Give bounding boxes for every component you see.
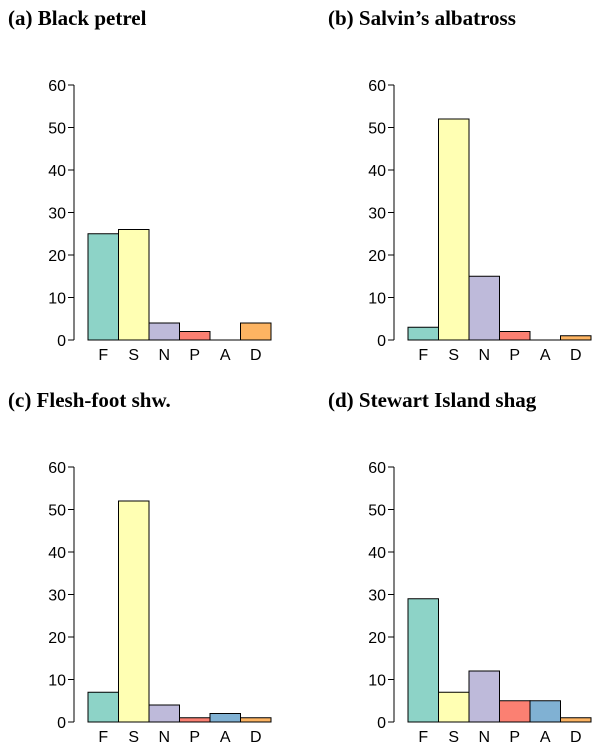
bar-p	[179, 717, 211, 723]
y-tick-label: 20	[48, 248, 66, 265]
bar-chart: 0 10 20 30 40 50 60 F S N P A D	[368, 460, 592, 746]
x-tick-label: S	[128, 347, 139, 364]
panel-a: (a) Black petrel 0 10 20 30 40 50 60 F S N P A D	[0, 0, 290, 370]
panel-c: (c) Flesh-foot shw. 0 10 20 30 40 50 60 F S N P A D	[0, 382, 290, 752]
y-tick-label: 40	[48, 545, 66, 562]
chart-title: (d) Stewart Island shag	[328, 388, 537, 412]
bar-n	[468, 670, 500, 723]
panel-d: (d) Stewart Island shag 0 10 20 30 40 50 60 F S N…	[320, 382, 596, 752]
y-tick-label: 30	[368, 588, 386, 605]
bar-n	[148, 704, 180, 723]
y-tick-label: 40	[48, 163, 66, 180]
x-tick-label: S	[448, 347, 459, 364]
y-tick-label: 60	[368, 78, 386, 95]
x-tick-label: S	[448, 729, 459, 746]
x-tick-label: D	[250, 347, 262, 364]
bar-d	[240, 322, 272, 341]
bar-d	[560, 717, 592, 723]
bar-chart: 0 10 20 30 40 50 60 F S N P A D	[48, 460, 272, 746]
bar-f	[407, 326, 439, 341]
x-tick-label: F	[418, 347, 428, 364]
y-tick-label: 30	[368, 206, 386, 223]
bar-s	[438, 691, 470, 723]
x-tick-label: N	[478, 347, 490, 364]
y-tick-label: 20	[368, 248, 386, 265]
bar-f	[87, 691, 119, 723]
bar-n	[148, 322, 180, 341]
y-tick-label: 0	[57, 333, 66, 350]
x-tick-label: A	[540, 347, 551, 364]
y-tick-label: 30	[48, 588, 66, 605]
bar-a	[529, 700, 561, 723]
x-tick-label: D	[570, 347, 582, 364]
y-tick-label: 40	[368, 163, 386, 180]
x-tick-label: A	[540, 729, 551, 746]
x-tick-label: A	[220, 347, 231, 364]
x-tick-label: S	[128, 729, 139, 746]
y-tick-label: 50	[48, 121, 66, 138]
y-tick-label: 60	[368, 460, 386, 477]
y-tick-label: 10	[48, 291, 66, 308]
bar-chart: 0 10 20 30 40 50 60 F S N P A D	[368, 78, 592, 364]
x-tick-label: N	[158, 729, 170, 746]
x-tick-label: F	[98, 729, 108, 746]
y-tick-label: 10	[368, 291, 386, 308]
bar-s	[118, 500, 150, 723]
bar-n	[468, 275, 500, 341]
y-tick-label: 60	[48, 460, 66, 477]
y-tick-label: 10	[48, 673, 66, 690]
y-tick-label: 10	[368, 673, 386, 690]
y-tick-label: 0	[377, 715, 386, 732]
y-tick-label: 50	[368, 121, 386, 138]
bar-chart: 0 10 20 30 40 50 60 F S N P A D	[48, 78, 272, 364]
chart-title: (a) Black petrel	[8, 6, 147, 30]
y-tick-label: 0	[57, 715, 66, 732]
bar-f	[407, 598, 439, 723]
x-tick-label: D	[250, 729, 262, 746]
bar-p	[499, 700, 531, 723]
y-tick-label: 40	[368, 545, 386, 562]
bar-s	[438, 118, 470, 341]
panel-b: (b) Salvin’s albatross 0 10 20 30 40 50 60 F S N P…	[320, 0, 596, 370]
x-tick-label: P	[189, 729, 200, 746]
bar-d	[240, 717, 272, 723]
bar-p	[499, 331, 531, 341]
bar-d	[560, 335, 592, 341]
x-tick-label: D	[570, 729, 582, 746]
x-tick-label: F	[98, 347, 108, 364]
y-tick-label: 20	[368, 630, 386, 647]
x-tick-label: N	[478, 729, 490, 746]
chart-title: (b) Salvin’s albatross	[328, 6, 516, 30]
x-tick-label: N	[158, 347, 170, 364]
x-tick-label: A	[220, 729, 231, 746]
y-tick-label: 50	[368, 503, 386, 520]
y-tick-label: 20	[48, 630, 66, 647]
x-tick-label: P	[189, 347, 200, 364]
bar-a	[209, 713, 241, 723]
bar-f	[87, 233, 119, 341]
y-tick-label: 60	[48, 78, 66, 95]
x-tick-label: P	[509, 347, 520, 364]
chart-title: (c) Flesh-foot shw.	[8, 388, 171, 412]
x-tick-label: F	[418, 729, 428, 746]
y-tick-label: 0	[377, 333, 386, 350]
bar-s	[118, 229, 150, 341]
bar-p	[179, 331, 211, 341]
y-tick-label: 50	[48, 503, 66, 520]
x-tick-label: P	[509, 729, 520, 746]
y-tick-label: 30	[48, 206, 66, 223]
